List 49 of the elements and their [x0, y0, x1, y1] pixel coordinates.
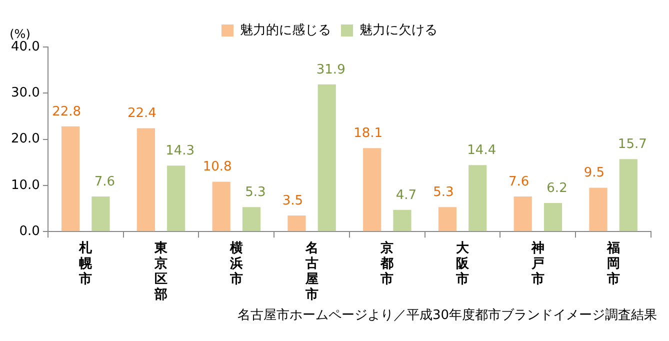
- bar: [136, 128, 155, 232]
- x-tick-label: 大阪市: [455, 240, 470, 287]
- x-tick-label: 横浜市: [228, 240, 243, 287]
- data-label: 22.8: [52, 104, 82, 120]
- x-tick-label: 名古屋市: [304, 240, 318, 303]
- y-tick-label: 30.0: [10, 86, 40, 101]
- x-tick-label: 札幌市: [78, 240, 94, 287]
- data-label: 10.8: [202, 160, 232, 175]
- data-label: 22.4: [127, 106, 156, 122]
- data-label: 14.4: [467, 143, 496, 158]
- x-tick-label: 京都市: [380, 240, 394, 287]
- data-label: 3.5: [282, 193, 304, 208]
- bar: [242, 207, 261, 232]
- data-label: 15.7: [618, 137, 647, 152]
- bar: [468, 165, 487, 232]
- x-tick-label: 福岡市: [606, 240, 620, 287]
- y-axis-title: (%): [10, 27, 30, 42]
- data-label: 5.3: [433, 185, 454, 200]
- data-label: 14.3: [166, 143, 195, 158]
- data-label: 5.3: [245, 185, 266, 200]
- y-tick-label: 0.0: [19, 224, 40, 239]
- bar: [212, 182, 230, 232]
- bar: [393, 210, 412, 232]
- bar: [167, 166, 186, 232]
- data-label: 31.9: [316, 62, 346, 78]
- data-label: 18.1: [354, 126, 383, 141]
- y-tick-label: 40.0: [10, 39, 40, 54]
- data-label: 9.5: [584, 166, 605, 181]
- bar: [438, 207, 457, 232]
- bar: [619, 159, 638, 232]
- data-label: 4.7: [396, 188, 417, 203]
- bar: [92, 196, 110, 232]
- bar: [62, 126, 80, 232]
- y-tick-label: 10.0: [10, 178, 40, 193]
- data-label: 7.6: [94, 174, 116, 190]
- data-label: 6.2: [546, 180, 568, 196]
- text: 名古屋市ホームページより／平成30年度都市ブランドイメージ調査結果: [236, 307, 658, 324]
- bar: [514, 196, 532, 232]
- y-tick-label: 20.0: [10, 132, 40, 147]
- bar: [544, 202, 562, 232]
- bar: [288, 215, 306, 232]
- x-tick-label: 神戸市: [530, 240, 544, 287]
- bar: [363, 148, 382, 232]
- legend-label: 魅力に欠ける: [360, 22, 438, 38]
- bar: [589, 188, 608, 232]
- x-tick-label: 東京区部: [154, 240, 169, 303]
- legend-label: 魅力的に感じる: [240, 22, 331, 38]
- bar: [318, 84, 336, 232]
- data-label: 7.6: [508, 174, 530, 190]
